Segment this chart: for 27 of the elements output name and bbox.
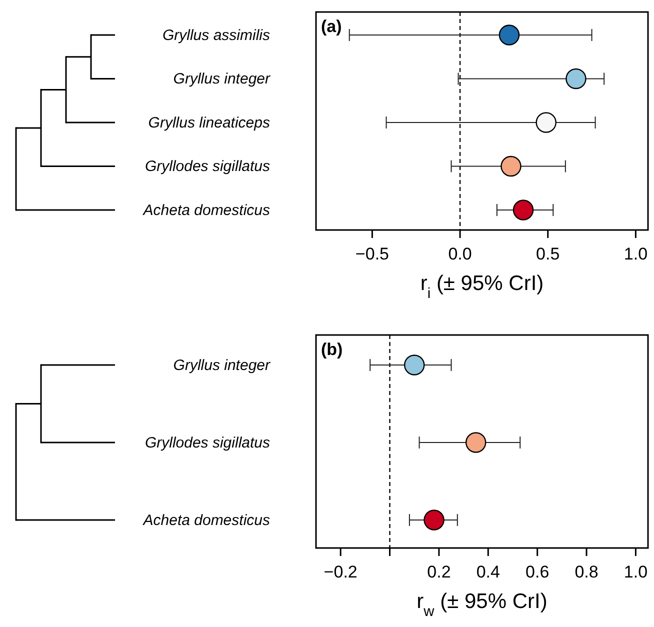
- y-tick-label: Acheta domesticus: [142, 512, 270, 529]
- x-tick-label: 0.0: [448, 244, 472, 264]
- x-tick-label: 0.8: [574, 562, 598, 582]
- y-tick-label: Gryllus assimilis: [162, 26, 270, 44]
- chart-title: (b): [321, 340, 343, 359]
- y-tick-label: Gryllus integer: [173, 356, 272, 374]
- point: [536, 112, 556, 133]
- point: [512, 200, 534, 220]
- x-tick-label: 0.2: [427, 562, 451, 582]
- y-tick-label: Acheta domesticus: [142, 202, 270, 219]
- y-tick-label: Gryllus integer: [173, 70, 272, 88]
- y-tick-label: Gryllus lineaticeps: [148, 114, 270, 132]
- point: [500, 156, 522, 177]
- x-tick-label: 0.6: [526, 562, 550, 582]
- x-axis-title: r$_{i}$ (± 95% CrI): [420, 272, 544, 302]
- x-tick-label: −0.5: [355, 244, 389, 264]
- x-axis-title: r$_{w}$ (± 95% CrI): [416, 590, 548, 620]
- x-tick-label: 0.4: [476, 562, 500, 582]
- x-tick-label: 1.0: [624, 562, 648, 582]
- chart-title: (a): [321, 17, 342, 36]
- x-tick-label: 0.5: [536, 244, 560, 264]
- y-tick-label: Gryllodes sigillatus: [144, 434, 270, 452]
- y-tick-label: Gryllodes sigillatus: [144, 158, 270, 176]
- x-tick-label: 1.0: [624, 244, 648, 264]
- x-tick-label: −0.2: [324, 562, 358, 582]
- point: [566, 68, 586, 90]
- point: [498, 24, 520, 46]
